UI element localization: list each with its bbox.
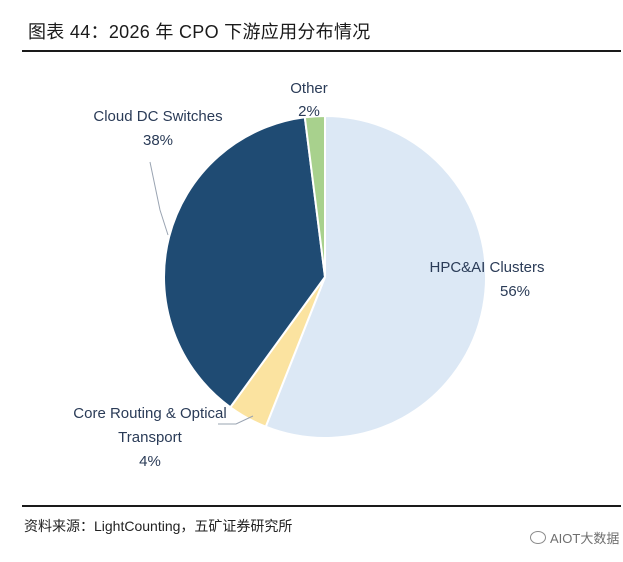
pie-slice-other (303, 114, 326, 278)
slice-category-label: Cloud DC Switches (93, 108, 222, 125)
figure-title: 图表 44：2026 年 CPO 下游应用分布情况 (28, 22, 371, 42)
slice-category-label: HPC&AI Clusters (429, 259, 544, 276)
watermark-text: AIOT大数据 (550, 531, 620, 546)
bottom-rule (22, 505, 621, 507)
slice-category-label: Core Routing & Optical (73, 405, 226, 422)
slice-value-label: 2% (298, 103, 320, 120)
leader-lines (149, 161, 254, 425)
leader-line (218, 415, 254, 425)
pie-slice-cloud-dc-switches (163, 116, 327, 409)
leader-line (149, 161, 169, 236)
pie-slice-hpc-ai-clusters (264, 114, 488, 439)
slice-labels: HPC&AI Clusters 56% Core Routing & Optical… (73, 80, 544, 470)
wechat-icon (530, 531, 546, 544)
slice-category-label: Transport (118, 429, 182, 446)
slice-value-label: 38% (143, 132, 173, 149)
pie-slices (163, 114, 488, 439)
slice-value-label: 4% (139, 453, 161, 470)
slice-category-label: Other (290, 80, 328, 97)
slice-value-label: 56% (500, 283, 530, 300)
watermark: AIOT大数据 (530, 528, 619, 547)
source-note: 资料来源：LightCounting，五矿证券研究所 (24, 518, 293, 534)
top-rule (22, 50, 621, 52)
